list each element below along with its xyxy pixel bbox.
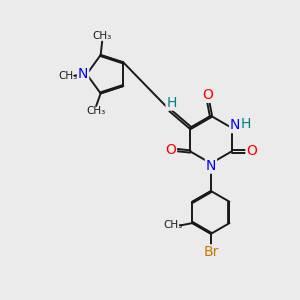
Text: N: N <box>206 159 216 173</box>
Text: CH₃: CH₃ <box>92 31 112 41</box>
Text: O: O <box>165 143 176 157</box>
Text: H: H <box>167 96 177 110</box>
Text: CH₃: CH₃ <box>58 71 77 81</box>
Text: N: N <box>78 67 88 81</box>
Text: O: O <box>202 88 213 102</box>
Text: CH₃: CH₃ <box>164 220 183 230</box>
Text: Br: Br <box>203 245 219 259</box>
Text: N: N <box>230 118 240 132</box>
Text: CH₃: CH₃ <box>87 106 106 116</box>
Text: H: H <box>241 117 251 131</box>
Text: O: O <box>246 145 257 158</box>
